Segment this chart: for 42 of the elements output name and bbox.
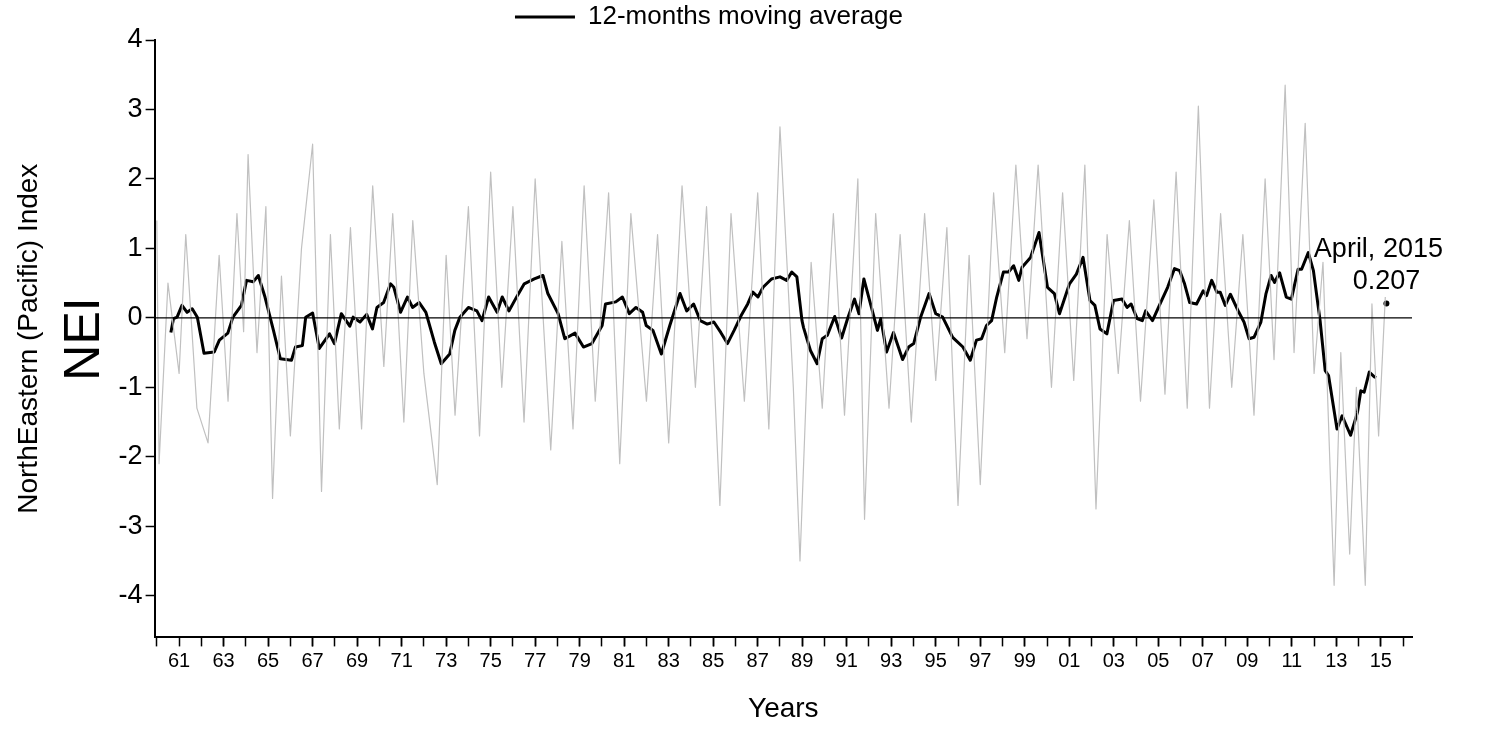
y-tick-label: 4	[127, 23, 143, 54]
x-tick-label: 99	[1013, 648, 1036, 671]
legend-label: 12-months moving average	[587, 0, 904, 31]
y-axis-title: NorthEastern (Pacific) Index	[11, 163, 43, 514]
x-tick-label: 91	[835, 648, 858, 671]
x-tick-label: 69	[346, 648, 369, 671]
y-tick-label: 0	[127, 301, 143, 332]
y-tick-label: -3	[118, 509, 143, 540]
x-tick-label: 87	[746, 648, 769, 671]
x-tick-label: 15	[1369, 648, 1392, 671]
x-tick-label: 73	[435, 648, 458, 671]
x-tick-label: 09	[1236, 648, 1259, 671]
x-tick-label: 07	[1191, 648, 1214, 671]
y-tick-label: 1	[127, 231, 143, 262]
x-tick-label: 81	[613, 648, 636, 671]
y-tick-label: 3	[127, 92, 143, 123]
annotation: April, 2015 0.207	[1313, 233, 1443, 296]
x-tick-label: 71	[390, 648, 413, 671]
y-tick-label: -2	[118, 440, 143, 471]
x-tick-label: 77	[524, 648, 547, 671]
x-tick-label: 05	[1147, 648, 1170, 671]
y-tick-label: 2	[127, 162, 143, 193]
x-tick-label: 67	[301, 648, 324, 671]
x-axis-title: Years	[748, 691, 819, 723]
y-tick-label: -4	[118, 579, 143, 610]
x-tick-label: 79	[568, 648, 591, 671]
x-tick-label: 89	[791, 648, 814, 671]
y-tick-label: -1	[118, 370, 143, 401]
x-tick-label: 63	[212, 648, 235, 671]
x-tick-label: 95	[924, 648, 947, 671]
x-tick-label: 11	[1281, 648, 1303, 671]
x-tick-label: 65	[256, 648, 280, 671]
text: NEI	[53, 297, 111, 381]
x-tick-label: 61	[167, 648, 191, 671]
x-tick-label: 75	[479, 648, 502, 671]
x-tick-label: 97	[969, 648, 992, 671]
x-tick-label: 83	[657, 648, 680, 671]
x-tick-label: 93	[880, 648, 903, 671]
x-tick-label: 03	[1102, 648, 1125, 671]
x-tick-label: 13	[1325, 648, 1348, 671]
x-tick-label: 01	[1058, 648, 1081, 671]
x-tick-label: 85	[702, 648, 725, 671]
